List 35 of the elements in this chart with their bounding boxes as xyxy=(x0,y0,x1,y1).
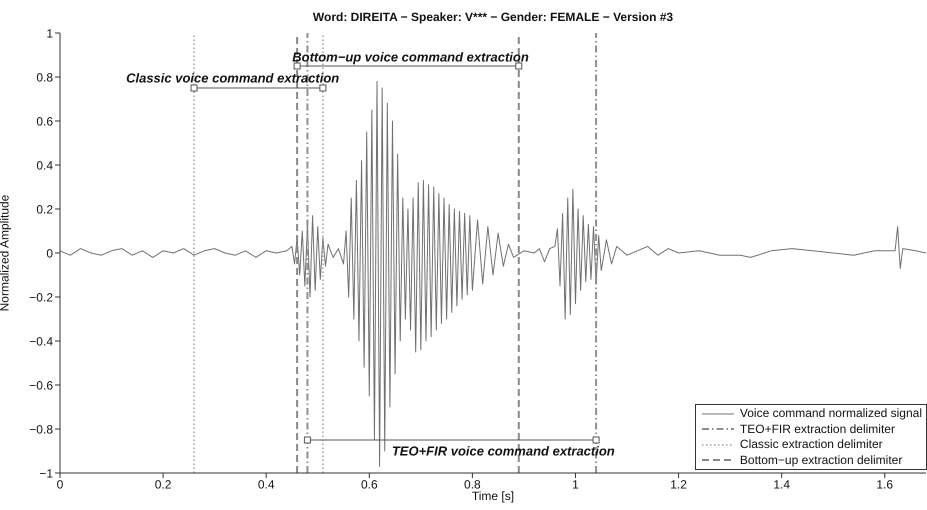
y-tick-label: 0.4 xyxy=(36,158,54,172)
annotation: Bottom−up voice command extraction xyxy=(292,50,529,65)
x-tick-label: 0.2 xyxy=(154,478,172,492)
y-tick-label: 0.8 xyxy=(36,70,54,84)
y-tick-label: −0.8 xyxy=(29,422,54,436)
x-tick-label: 1.2 xyxy=(670,478,688,492)
y-tick-label: −0.4 xyxy=(29,334,54,348)
point xyxy=(190,84,198,92)
x-tick-label: 0 xyxy=(56,478,64,492)
x-tick-label: 1.6 xyxy=(876,478,894,492)
x-axis-title: Time [s] xyxy=(472,489,514,503)
legend-label: Voice command normalized signal xyxy=(740,406,922,422)
legend-label: Bottom−up extraction delimiter xyxy=(740,452,902,468)
x-tick-label: 0.4 xyxy=(258,478,275,492)
x-tick-label: 0.6 xyxy=(360,478,378,492)
y-tick-label: −1 xyxy=(39,466,54,480)
y-tick-label: 1 xyxy=(46,26,54,40)
y-tick-label: −0.2 xyxy=(29,290,54,304)
annotation: TEO+FIR voice command extraction xyxy=(392,444,615,459)
y-tick-label: 0.2 xyxy=(36,202,54,216)
y-tick-label: 0.6 xyxy=(36,114,54,128)
annotation: Classic voice command extraction xyxy=(126,70,340,86)
legend-label: TEO+FIR extraction delimiter xyxy=(740,422,895,437)
point xyxy=(319,84,326,92)
x-tick-label: 0.8 xyxy=(464,478,482,492)
y-axis-title: Normalized Amplitude xyxy=(0,194,12,312)
chart-title: Word: DIREITA − Speaker: V*** − Gender: FEMALE − Version #3 xyxy=(312,10,674,24)
x-tick-label: 1.4 xyxy=(773,478,790,492)
x-tick-label: 1 xyxy=(572,478,580,492)
point xyxy=(304,436,311,444)
legend-label: Classic extraction delimiter xyxy=(740,437,883,452)
point xyxy=(515,62,522,70)
y-tick-label: 0 xyxy=(46,246,54,260)
point xyxy=(592,436,600,444)
y-tick-label: −0.6 xyxy=(29,378,54,392)
